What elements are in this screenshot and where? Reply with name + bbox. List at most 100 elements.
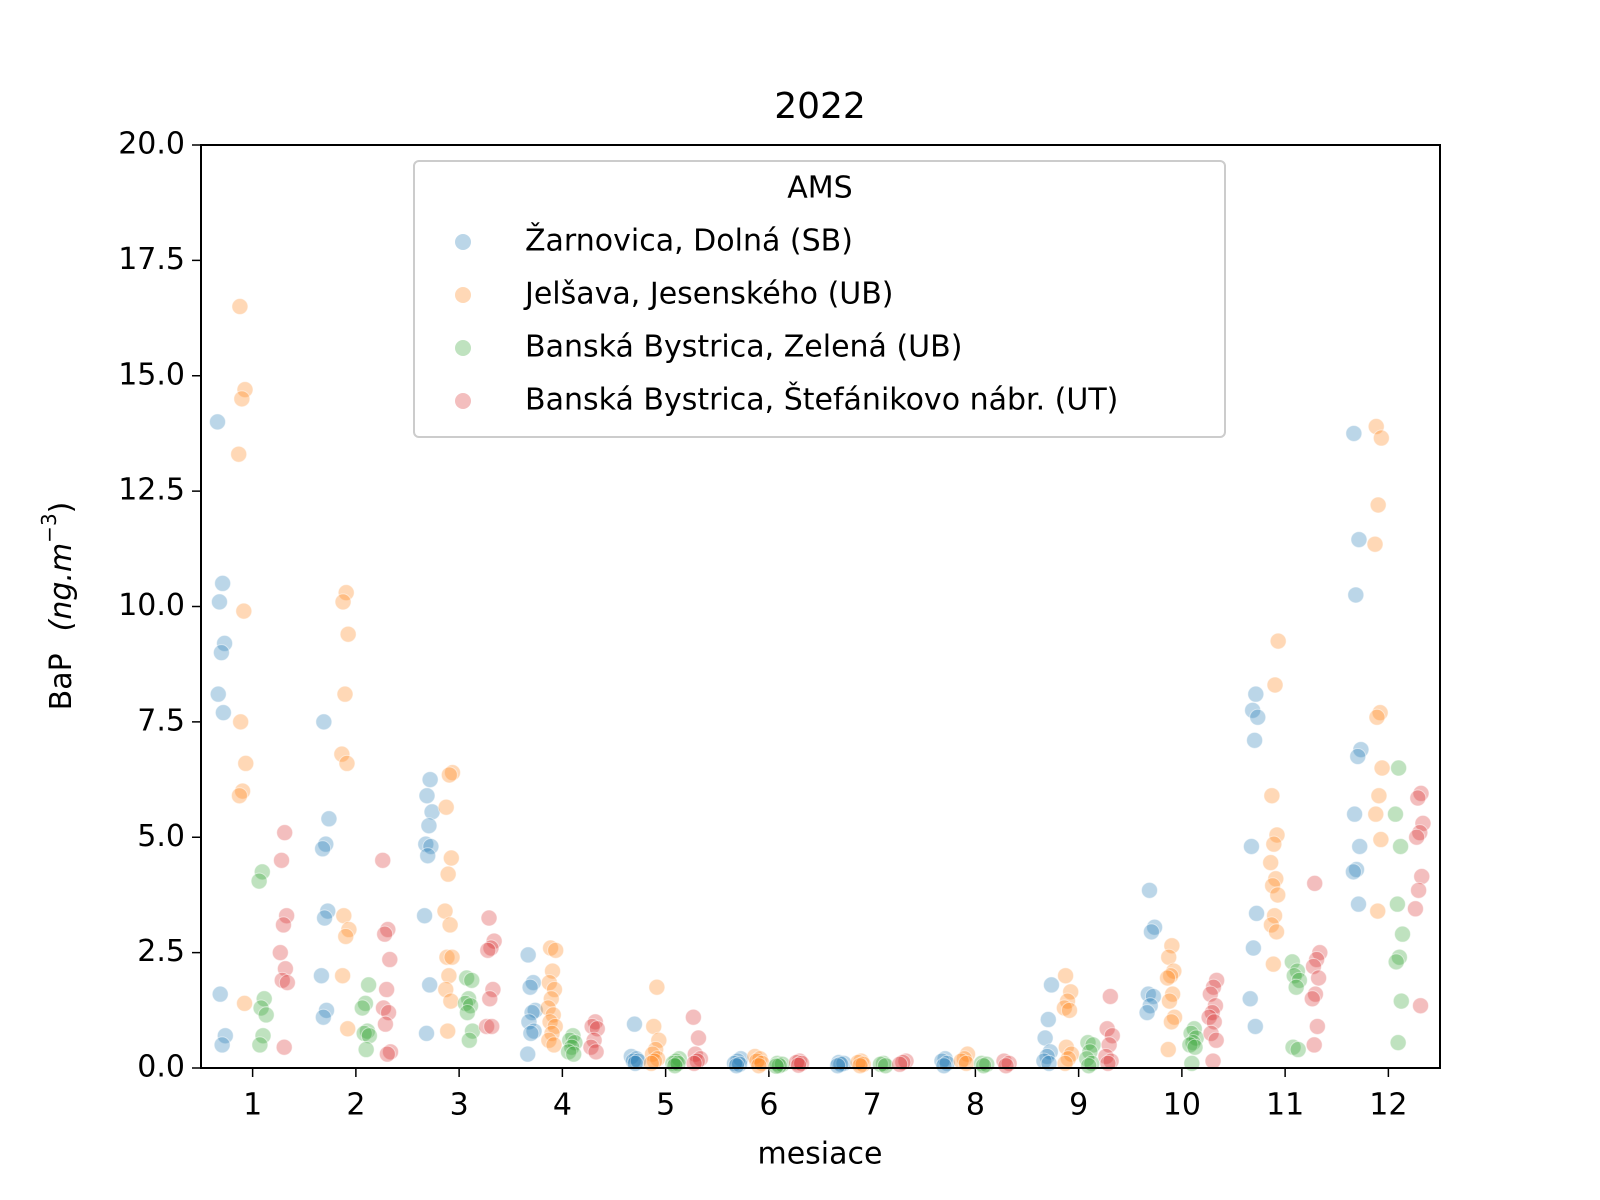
- point: [767, 1057, 785, 1075]
- point: [1367, 805, 1385, 823]
- point: [1186, 1038, 1204, 1056]
- point: [1349, 747, 1367, 765]
- point: [278, 907, 296, 925]
- point: [587, 1043, 605, 1061]
- point: [1060, 1001, 1078, 1019]
- point: [523, 1004, 541, 1022]
- point: [1264, 877, 1282, 895]
- point: [1386, 805, 1404, 823]
- point: [829, 1057, 847, 1075]
- point: [216, 1027, 234, 1045]
- point: [684, 1008, 702, 1026]
- x-tick-label: 2: [346, 1088, 365, 1123]
- point: [236, 381, 254, 399]
- point: [212, 644, 230, 662]
- point: [1244, 939, 1262, 957]
- point: [644, 1045, 662, 1063]
- point: [624, 1052, 642, 1070]
- point: [1160, 992, 1178, 1010]
- legend-title: AMS: [787, 171, 852, 206]
- point: [1308, 1017, 1326, 1035]
- point: [586, 1013, 604, 1031]
- legend-marker: [455, 393, 471, 409]
- point: [437, 798, 455, 816]
- point: [1303, 990, 1321, 1008]
- point: [1202, 1024, 1220, 1042]
- point: [1409, 789, 1427, 807]
- point: [338, 754, 356, 772]
- point: [482, 939, 500, 957]
- point: [374, 851, 392, 869]
- point: [333, 745, 351, 763]
- point: [1159, 969, 1177, 987]
- point: [522, 1024, 540, 1042]
- y-tick-label: 0.0: [137, 1050, 185, 1085]
- point: [339, 1020, 357, 1038]
- point: [1101, 987, 1119, 1005]
- point: [237, 754, 255, 772]
- point: [851, 1057, 869, 1075]
- point: [379, 921, 397, 939]
- point: [1347, 586, 1365, 604]
- point: [1366, 535, 1384, 553]
- point: [1310, 969, 1328, 987]
- x-tick-label: 8: [966, 1088, 985, 1123]
- point: [460, 1031, 478, 1049]
- point: [1368, 708, 1386, 726]
- point: [418, 787, 436, 805]
- point: [1244, 701, 1262, 719]
- chart-title: 2022: [774, 86, 866, 127]
- point: [1242, 837, 1260, 855]
- point: [1351, 837, 1369, 855]
- point: [1268, 923, 1286, 941]
- point: [1346, 805, 1364, 823]
- point: [1103, 1027, 1121, 1045]
- point: [540, 1031, 558, 1049]
- point: [317, 835, 335, 853]
- point: [648, 978, 666, 996]
- point: [1406, 900, 1424, 918]
- point: [444, 764, 462, 782]
- point: [418, 1024, 436, 1042]
- point: [1057, 967, 1075, 985]
- point: [420, 817, 438, 835]
- x-tick-label: 3: [450, 1088, 469, 1123]
- x-tick-label: 10: [1163, 1088, 1201, 1123]
- legend-box: [413, 160, 1226, 438]
- point: [337, 584, 355, 602]
- y-tick-label: 12.5: [118, 473, 185, 508]
- point: [1080, 1057, 1098, 1075]
- point: [1262, 916, 1280, 934]
- legend-label: Banská Bystrica, Zelená (UB): [525, 330, 962, 365]
- point: [334, 967, 352, 985]
- point: [320, 810, 338, 828]
- x-tick-label: 12: [1369, 1088, 1407, 1123]
- legend-label: Žarnovica, Dolná (SB): [525, 223, 853, 259]
- point: [378, 981, 396, 999]
- y-axis-label: BaP(ng.m−3): [37, 502, 79, 711]
- point: [1142, 923, 1160, 941]
- point: [1078, 1050, 1096, 1068]
- x-axis-label: mesiace: [758, 1137, 883, 1172]
- legend-label: Banská Bystrica, Štefánikovo nábr. (UT): [525, 381, 1118, 418]
- x-tick-label: 4: [553, 1088, 572, 1123]
- y-tick-label: 15.0: [118, 357, 185, 392]
- y-tick-label: 17.5: [118, 242, 185, 277]
- x-tick-label: 9: [1069, 1088, 1088, 1123]
- point: [478, 1017, 496, 1035]
- point: [484, 981, 502, 999]
- x-tick-label: 7: [863, 1088, 882, 1123]
- point: [1140, 881, 1158, 899]
- point: [1373, 759, 1391, 777]
- point: [360, 1027, 378, 1045]
- point: [935, 1057, 953, 1075]
- point: [357, 1041, 375, 1059]
- point: [250, 872, 268, 890]
- point: [252, 999, 270, 1017]
- point: [315, 713, 333, 731]
- point: [314, 1008, 332, 1026]
- point: [1062, 983, 1080, 1001]
- point: [314, 840, 332, 858]
- y-tick-label: 10.0: [118, 588, 185, 623]
- point: [1268, 826, 1286, 844]
